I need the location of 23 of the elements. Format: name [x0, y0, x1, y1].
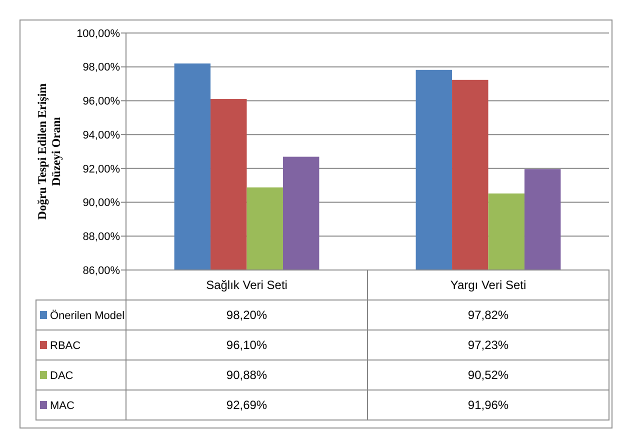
y-tick-label: 90,00% — [82, 197, 120, 210]
data-label: 91,96% — [468, 398, 509, 412]
x-tick-label: Yargı Veri Seti — [450, 278, 526, 292]
legend-label: DAC — [50, 370, 74, 382]
legend-label: MAC — [50, 400, 74, 412]
y-tick-label: 92,00% — [82, 163, 120, 176]
y-tick-label: 100,00% — [76, 28, 120, 40]
data-label: 96,10% — [226, 338, 268, 352]
data-label: 97,82% — [468, 308, 509, 322]
data-label: 90,88% — [226, 368, 268, 382]
legend-label: RBAC — [50, 340, 81, 352]
y-tick-label: 88,00% — [82, 230, 120, 243]
x-tick-label: Sağlık Veri Seti — [206, 278, 288, 292]
data-label: 90,52% — [468, 368, 509, 382]
y-axis-title: Doğru Tespi Edilen Erişim Düzeyi Oranı — [35, 83, 63, 220]
y-tick-label: 96,00% — [82, 96, 120, 108]
data-label: 98,20% — [226, 308, 268, 322]
data-label: 97,23% — [468, 338, 509, 352]
y-tick-label: 98,00% — [82, 62, 120, 74]
legend-label: Önerilen Model — [50, 308, 125, 322]
y-tick-label: 94,00% — [82, 129, 120, 142]
y-tick-label: 86,00% — [82, 264, 120, 277]
data-label: 92,69% — [226, 398, 268, 412]
